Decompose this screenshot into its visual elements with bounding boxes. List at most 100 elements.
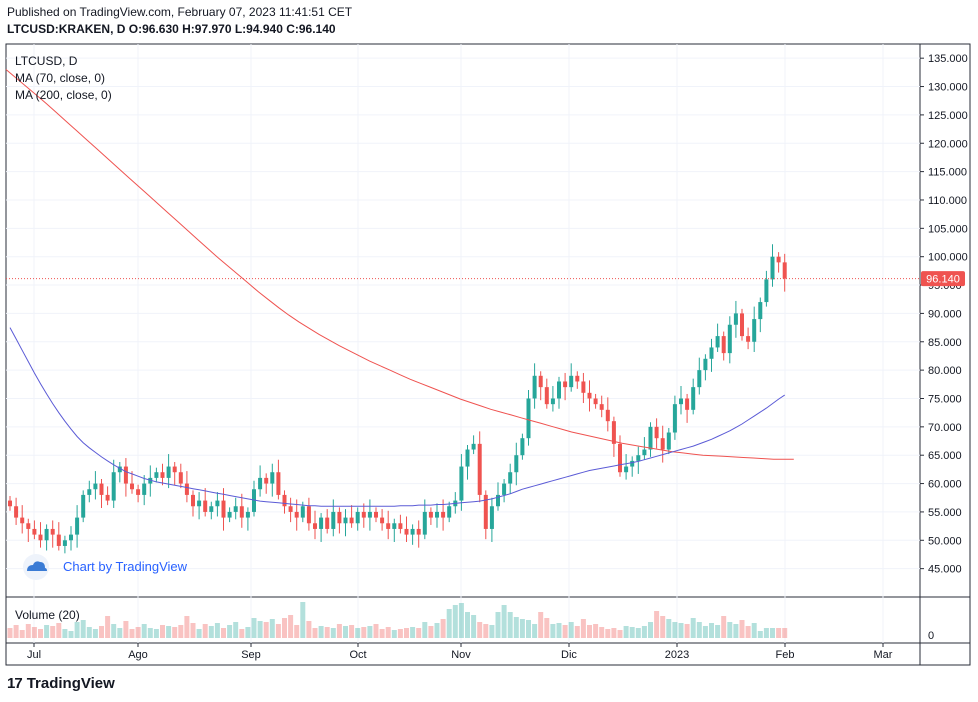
y-tick-label: 65.000 bbox=[928, 450, 962, 462]
candle-body bbox=[575, 375, 580, 382]
volume-bar bbox=[141, 624, 147, 638]
volume-bar bbox=[568, 622, 574, 638]
volume-bar bbox=[373, 624, 379, 638]
volume-bar bbox=[550, 624, 556, 638]
volume-bar bbox=[690, 618, 696, 638]
y-tick-label: 90.000 bbox=[928, 308, 962, 320]
candle-body bbox=[233, 506, 238, 512]
volume-bar bbox=[343, 626, 348, 638]
volume-bar bbox=[477, 622, 483, 638]
candle-body bbox=[136, 489, 141, 495]
y-tick-label: 100.000 bbox=[928, 252, 968, 264]
candle-body bbox=[544, 387, 549, 405]
legend-volume[interactable]: Volume (20) bbox=[15, 608, 80, 622]
symbol-ohlc-line: LTCUSD:KRAKEN, D O:96.630 H:97.970 L:94.… bbox=[7, 22, 336, 36]
candle-body bbox=[87, 489, 92, 495]
legend-symbol[interactable]: LTCUSD, D bbox=[15, 54, 78, 68]
candle-body bbox=[697, 370, 702, 388]
candle-body bbox=[130, 483, 134, 490]
candle-body bbox=[691, 387, 696, 410]
candle-body bbox=[740, 313, 744, 337]
volume-bar bbox=[312, 628, 318, 638]
volume-bar bbox=[330, 628, 336, 638]
candle-body bbox=[294, 511, 299, 518]
candle-body bbox=[685, 398, 690, 410]
volume-bar bbox=[117, 628, 123, 638]
candle-body bbox=[386, 523, 391, 529]
candle-body bbox=[20, 517, 25, 524]
volume-bars bbox=[7, 602, 788, 638]
volume-bar bbox=[385, 627, 391, 638]
volume-bar bbox=[251, 618, 257, 638]
candle-body bbox=[715, 336, 720, 348]
volume-bar bbox=[111, 624, 117, 638]
volume-bar bbox=[635, 628, 641, 638]
candle-body bbox=[319, 517, 324, 529]
candle-body bbox=[599, 404, 604, 410]
volume-zero-label: 0 bbox=[928, 630, 934, 642]
candle-body bbox=[483, 494, 488, 529]
y-tick-label: 135.000 bbox=[928, 53, 968, 65]
candle-body bbox=[50, 528, 55, 535]
candle-body bbox=[532, 375, 537, 399]
volume-bar bbox=[190, 623, 196, 638]
candle-body bbox=[636, 455, 641, 461]
candle-body bbox=[733, 313, 738, 325]
candle-body bbox=[288, 506, 293, 512]
candle-body bbox=[666, 432, 671, 450]
volume-bar bbox=[556, 623, 562, 638]
volume-bar bbox=[666, 619, 672, 638]
candle-body bbox=[367, 511, 372, 518]
volume-bar bbox=[709, 623, 714, 638]
candle-body bbox=[14, 506, 19, 518]
candle-body bbox=[642, 449, 647, 456]
volume-bar bbox=[80, 620, 86, 638]
volume-bar bbox=[19, 630, 25, 638]
volume-bar bbox=[587, 625, 592, 638]
watermark[interactable]: Chart by TradingView bbox=[23, 554, 188, 580]
candle-body bbox=[264, 477, 269, 484]
volume-bar bbox=[196, 629, 202, 638]
legend-ma200[interactable]: MA (200, close, 0) bbox=[15, 88, 112, 102]
volume-bar bbox=[397, 629, 403, 638]
volume-bar bbox=[318, 626, 324, 638]
candle-body bbox=[166, 466, 171, 478]
candle-body bbox=[111, 472, 116, 501]
volume-bar bbox=[404, 628, 409, 638]
candle-body bbox=[459, 466, 464, 501]
published-line: Published on TradingView.com, February 0… bbox=[7, 5, 353, 19]
volume-bar bbox=[172, 627, 178, 638]
volume-bar bbox=[227, 625, 233, 638]
candle-body bbox=[563, 381, 568, 388]
candle-body bbox=[374, 511, 378, 518]
volume-bar bbox=[702, 626, 708, 638]
legend-ma70[interactable]: MA (70, close, 0) bbox=[15, 71, 105, 85]
volume-bar bbox=[495, 612, 501, 638]
volume-bar bbox=[410, 627, 416, 638]
volume-bar bbox=[245, 627, 251, 638]
volume-bar bbox=[92, 629, 98, 638]
candle-body bbox=[361, 511, 366, 518]
watermark-text: Chart by TradingView bbox=[63, 559, 188, 574]
candle-body bbox=[191, 494, 195, 507]
volume-bar bbox=[733, 624, 739, 638]
ma200-line bbox=[5, 69, 794, 460]
volume-bar bbox=[379, 629, 385, 638]
candle-body bbox=[550, 398, 555, 405]
candle-body bbox=[75, 517, 80, 535]
candles bbox=[8, 244, 787, 554]
y-tick-label: 55.000 bbox=[928, 507, 962, 519]
volume-bar bbox=[538, 612, 544, 638]
volume-bar bbox=[593, 624, 599, 638]
candle-body bbox=[477, 443, 482, 495]
volume-bar bbox=[458, 603, 464, 638]
volume-bar bbox=[62, 629, 68, 638]
candle-body bbox=[117, 466, 122, 473]
y-tick-label: 130.000 bbox=[928, 82, 968, 94]
footer-brand[interactable]: 17 TradingView bbox=[7, 675, 115, 692]
x-tick-label: Sep bbox=[241, 649, 261, 661]
candle-body bbox=[398, 523, 403, 529]
volume-bar bbox=[623, 626, 629, 638]
candle-body bbox=[252, 489, 256, 512]
